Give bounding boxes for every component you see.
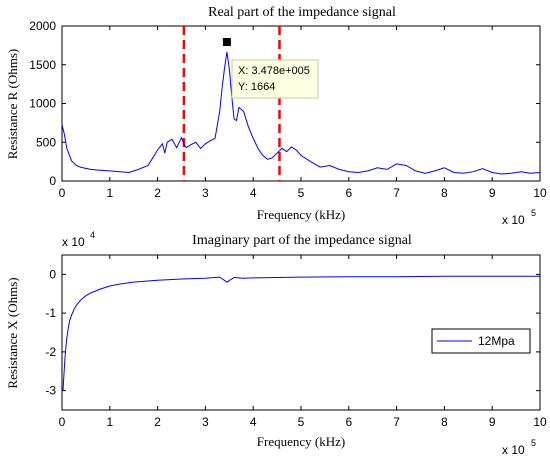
real-y-axis-label: Resistance R (Ohms) (5, 49, 20, 159)
x-tick-label: 4 (250, 415, 257, 429)
imaginary-part-panel: Imaginary part of the impedance signal x… (5, 230, 547, 457)
y-tick-label: -2 (45, 345, 56, 359)
x-tick-label: 9 (489, 186, 496, 200)
x-tick-label: 10 (533, 186, 547, 200)
x-tick-label: 9 (489, 415, 496, 429)
x-tick-label: 5 (298, 415, 305, 429)
x-tick-label: 0 (59, 186, 66, 200)
real-series (61, 51, 541, 175)
imaginary-x-exponent-power: 5 (531, 438, 536, 448)
imaginary-x-ticks: 0 1 2 3 4 5 6 7 8 9 10 (59, 255, 547, 429)
x-tick-label: 8 (441, 415, 448, 429)
x-tick-label: 0 (59, 415, 66, 429)
x-tick-label: 7 (393, 415, 400, 429)
datatip-marker[interactable] (222, 38, 231, 46)
x-tick-label: 8 (441, 186, 448, 200)
legend-label: 12Mpa (478, 334, 515, 348)
imaginary-y-axis-label: Resistance X (Ohms) (5, 277, 20, 388)
series-line (62, 275, 540, 391)
x-tick-label: 6 (345, 186, 352, 200)
x-tick-label: 3 (202, 186, 209, 200)
real-y-ticks: 0 500 1000 1500 2000 (29, 19, 540, 188)
y-tick-label: 1000 (29, 97, 56, 111)
datatip-x-text: X: 3.478e+005 (238, 65, 310, 77)
x-tick-label: 5 (298, 186, 305, 200)
real-x-axis-label: Frequency (kHz) (257, 207, 345, 222)
y-tick-label: 1500 (29, 58, 56, 72)
legend[interactable]: 12Mpa (431, 328, 531, 354)
imaginary-series (62, 275, 540, 391)
real-plot-area (61, 25, 541, 182)
x-tick-label: 2 (154, 186, 161, 200)
imaginary-y-exponent: x 10 (62, 235, 85, 249)
y-tick-label: 500 (36, 135, 56, 149)
x-tick-label: 1 (106, 186, 113, 200)
imaginary-chart-title: Imaginary part of the impedance signal (192, 233, 412, 248)
x-tick-label: 1 (106, 415, 113, 429)
y-tick-label: 0 (49, 267, 56, 281)
imaginary-x-axis-label: Frequency (kHz) (257, 434, 345, 449)
datatip-y-text: Y: 1664 (238, 81, 275, 93)
x-tick-label: 10 (533, 415, 547, 429)
real-vertical-markers (182, 26, 281, 181)
imaginary-y-exponent-power: 4 (90, 230, 95, 240)
series-line (61, 51, 541, 175)
x-tick-label: 6 (345, 415, 352, 429)
x-tick-label: 4 (250, 186, 257, 200)
y-tick-label: 2000 (29, 19, 56, 33)
y-tick-label: -1 (45, 306, 56, 320)
datatip-box (231, 59, 319, 99)
y-tick-label: -3 (45, 384, 56, 398)
real-part-panel: Real part of the impedance signal 0 1 2 3 4 5… (5, 5, 547, 227)
x-tick-label: 3 (202, 415, 209, 429)
real-x-exponent-power: 5 (531, 208, 536, 218)
x-tick-label: 7 (393, 186, 400, 200)
imaginary-x-exponent: x 10 (502, 443, 525, 457)
real-x-ticks: 0 1 2 3 4 5 6 7 8 9 10 (59, 26, 547, 200)
real-chart-title: Real part of the impedance signal (208, 5, 396, 20)
y-tick-label: 0 (49, 174, 56, 188)
real-datatip[interactable]: X: 3.478e+005 Y: 1664 (222, 38, 319, 99)
real-x-exponent: x 10 (502, 213, 525, 227)
x-tick-label: 2 (154, 415, 161, 429)
